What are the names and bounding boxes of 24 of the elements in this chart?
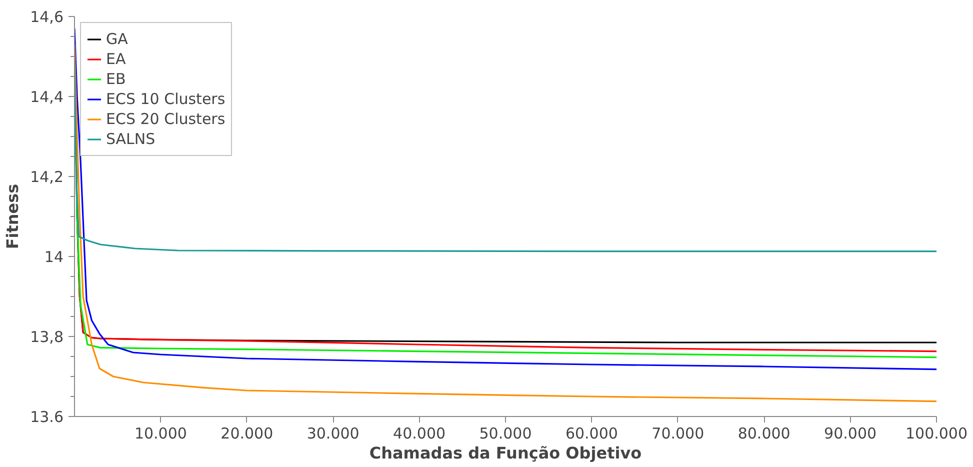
x-tick-label: 40.000: [393, 424, 446, 442]
legend-label: EA: [106, 50, 126, 68]
y-tick-label: 14,2: [30, 168, 64, 186]
legend-label: ECS 20 Clusters: [106, 110, 226, 128]
x-tick-label: 50.000: [479, 424, 532, 442]
x-tick-label: 10.000: [134, 424, 187, 442]
y-tick-label: 13.6: [30, 408, 64, 426]
x-tick-label: 90.000: [824, 424, 877, 442]
x-tick-label: 60.000: [565, 424, 618, 442]
x-tick-label: 20.000: [220, 424, 274, 442]
x-tick-label: 80.000: [738, 424, 790, 442]
y-tick-label: 14,6: [30, 8, 64, 26]
y-tick-label: 13,8: [30, 328, 64, 346]
legend-label: SALNS: [106, 130, 156, 148]
x-tick-label: 30.000: [306, 424, 360, 442]
legend-label: EB: [106, 70, 126, 88]
y-axis-title: Fitness: [3, 184, 22, 250]
legend-label: GA: [106, 30, 128, 48]
legend-label: ECS 10 Clusters: [106, 90, 226, 108]
x-tick-label: 70.000: [652, 424, 704, 442]
x-tick-label: 100.000: [905, 424, 968, 442]
y-tick-label: 14: [44, 248, 64, 266]
x-axis-title: Chamadas da Função Objetivo: [369, 444, 642, 462]
y-tick-label: 14,4: [30, 88, 64, 106]
